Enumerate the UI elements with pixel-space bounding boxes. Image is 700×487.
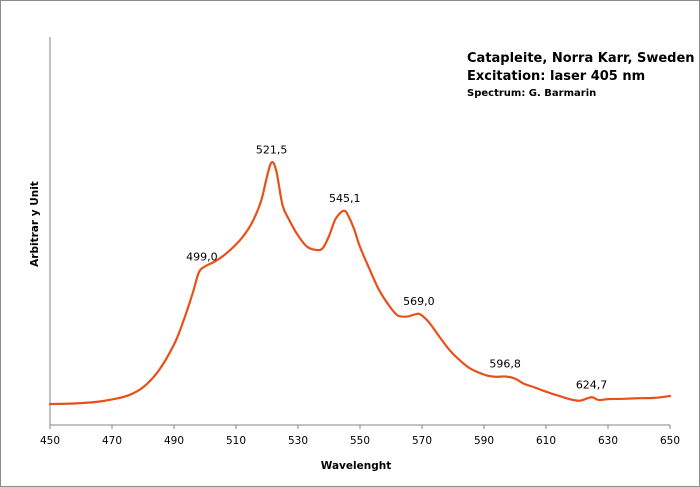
x-tick-label: 590 <box>474 435 494 447</box>
chart-subtitle: Spectrum: G. Barmarin <box>467 88 596 99</box>
x-tick-label: 630 <box>598 435 618 447</box>
y-axis-label: Arbitrar y Unit <box>29 181 41 267</box>
x-tick-label: 550 <box>350 435 370 447</box>
peak-label: 596,8 <box>489 358 521 371</box>
peak-label: 499,0 <box>186 251 218 264</box>
peak-labels: 499,0 521,5 545,1 569,0 596,8 624,7 <box>186 143 607 391</box>
peak-label: 545,1 <box>329 192 361 205</box>
x-axis-label: Wavelenght <box>321 460 391 472</box>
peak-label: 521,5 <box>256 143 288 156</box>
chart-title-line-1: Catapleite, Norra Karr, Sweden <box>467 51 695 66</box>
x-tick-label: 570 <box>412 435 432 447</box>
peak-label: 569,0 <box>403 295 435 308</box>
x-tick-label: 490 <box>164 435 184 447</box>
x-tick-label: 510 <box>226 435 246 447</box>
peak-label: 624,7 <box>576 378 608 391</box>
x-tick-label: 450 <box>40 435 60 447</box>
x-tick-label: 470 <box>102 435 122 447</box>
x-ticks: 450 470 490 510 530 550 570 590 610 630 650 <box>40 425 680 447</box>
x-tick-label: 530 <box>288 435 308 447</box>
chart-title-line-2: Excitation: laser 405 nm <box>467 69 645 84</box>
x-tick-label: 650 <box>660 435 680 447</box>
series-line <box>48 161 672 406</box>
x-tick-label: 610 <box>536 435 556 447</box>
